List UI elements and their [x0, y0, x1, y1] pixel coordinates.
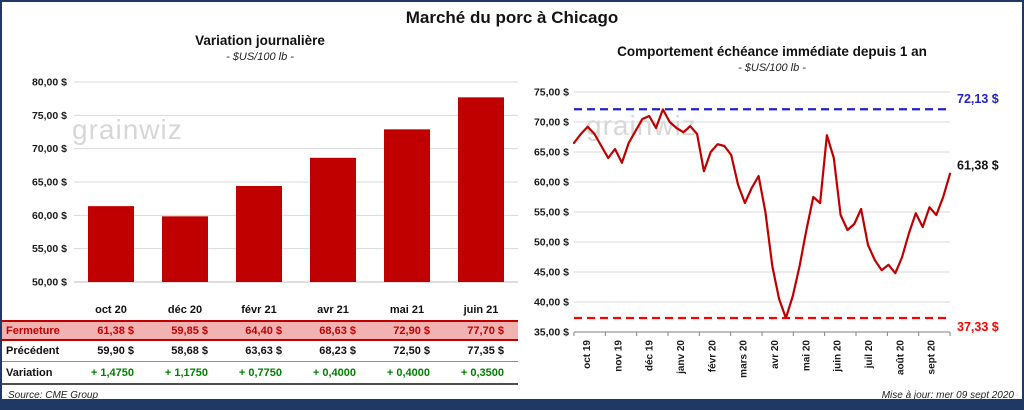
svg-text:80,00 $: 80,00 $ [32, 77, 67, 89]
month-header: mai 21 [389, 304, 425, 316]
month-header: févr 21 [241, 304, 277, 316]
variation-row: Variation + 1,4750 + 1,1750 + 0,7750 + 0… [2, 362, 518, 385]
month-header-row: oct 20 déc 20 févr 21 avr 21 mai 21 juin… [2, 300, 518, 320]
month-header: avr 21 [317, 304, 349, 316]
svg-text:août 20: août 20 [895, 340, 906, 375]
variation-value: + 0,7750 [238, 366, 282, 379]
svg-text:mars 20: mars 20 [739, 340, 750, 378]
svg-text:sept 20: sept 20 [927, 340, 938, 375]
svg-text:70,00 $: 70,00 $ [32, 143, 67, 155]
svg-text:55,00 $: 55,00 $ [32, 243, 67, 255]
precedent-value: 58,68 $ [171, 345, 208, 357]
svg-text:72,13 $: 72,13 $ [957, 92, 999, 106]
line-chart-subtitle: - $US/100 lb - [738, 62, 806, 74]
page-title: Marché du porc à Chicago [405, 8, 619, 27]
svg-text:61,38 $: 61,38 $ [957, 159, 999, 173]
variation-value: + 0,4000 [312, 366, 356, 379]
svg-text:juil 20: juil 20 [864, 340, 875, 370]
svg-text:55,00 $: 55,00 $ [534, 207, 569, 219]
variation-value: + 0,3500 [460, 366, 504, 379]
svg-text:65,00 $: 65,00 $ [32, 177, 67, 189]
precedent-value: 72,50 $ [393, 345, 430, 357]
bar-chart-subtitle: - $US/100 lb - [226, 51, 294, 63]
svg-text:50,00 $: 50,00 $ [32, 277, 67, 289]
source-note: Source: CME Group [8, 390, 99, 401]
svg-text:37,33 $: 37,33 $ [957, 320, 999, 334]
line-chart: 35,00 $ 40,00 $ 45,00 $ 50,00 $ 55,00 $ 60,00… [534, 87, 999, 378]
month-header: juin 21 [463, 304, 499, 316]
precedent-value: 77,35 $ [467, 345, 504, 357]
svg-text:75,00 $: 75,00 $ [32, 110, 67, 122]
bar-chart: 50,00 $ 55,00 $ 60,00 $ 65,00 $ 70,00 $ 75,00… [32, 77, 518, 289]
footer-bar [2, 399, 1022, 408]
svg-text:50,00 $: 50,00 $ [534, 237, 569, 249]
row-label-variation: Variation [6, 366, 53, 379]
svg-text:févr 20: févr 20 [707, 340, 718, 373]
fermeture-value: 64,40 $ [245, 324, 282, 337]
svg-text:60,00 $: 60,00 $ [32, 210, 67, 222]
line-chart-title: Comportement échéance immédiate depuis 1… [617, 44, 927, 59]
fermeture-value: 59,85 $ [171, 324, 208, 337]
svg-text:40,00 $: 40,00 $ [534, 297, 569, 309]
svg-text:60,00 $: 60,00 $ [534, 177, 569, 189]
svg-text:mai 20: mai 20 [801, 340, 812, 372]
fermeture-row: Fermeture 61,38 $ 59,85 $ 64,40 $ 68,63 … [2, 320, 518, 341]
variation-value: + 0,4000 [386, 366, 430, 379]
svg-text:75,00 $: 75,00 $ [534, 87, 569, 99]
svg-text:avr 20: avr 20 [770, 340, 781, 369]
update-note: Mise à jour: mer 09 sept 2020 [881, 390, 1014, 401]
svg-text:70,00 $: 70,00 $ [534, 117, 569, 129]
svg-text:oct 19: oct 19 [582, 340, 593, 369]
variation-value: + 1,1750 [164, 366, 208, 379]
row-label-precedent: Précédent [6, 345, 60, 357]
variation-value: + 1,4750 [90, 366, 134, 379]
svg-text:nov 19: nov 19 [613, 340, 624, 372]
precedent-value: 63,63 $ [245, 345, 282, 357]
fermeture-value: 68,63 $ [319, 324, 356, 337]
svg-text:45,00 $: 45,00 $ [534, 267, 569, 279]
month-header: déc 20 [167, 304, 203, 316]
svg-text:35,00 $: 35,00 $ [534, 327, 569, 339]
svg-text:déc 19: déc 19 [645, 340, 656, 372]
immediate-maturity-panel: Comportement échéance immédiate depuis 1… [522, 30, 1022, 392]
fermeture-value: 77,70 $ [467, 324, 504, 337]
precedent-value: 68,23 $ [319, 345, 356, 357]
daily-variation-panel: Variation journalière - $US/100 lb - 50,… [2, 30, 518, 392]
fermeture-value: 61,38 $ [97, 324, 134, 337]
precedent-value: 59,90 $ [97, 345, 134, 357]
row-label-fermeture: Fermeture [6, 324, 60, 337]
fermeture-value: 72,90 $ [393, 324, 430, 337]
month-header: oct 20 [95, 304, 127, 316]
precedent-row: Précédent 59,90 $ 58,68 $ 63,63 $ 68,23 … [2, 341, 518, 362]
svg-text:juin 20: juin 20 [833, 340, 844, 373]
bar-chart-title: Variation journalière [195, 33, 325, 48]
svg-text:janv 20: janv 20 [676, 340, 687, 375]
svg-text:65,00 $: 65,00 $ [534, 147, 569, 159]
